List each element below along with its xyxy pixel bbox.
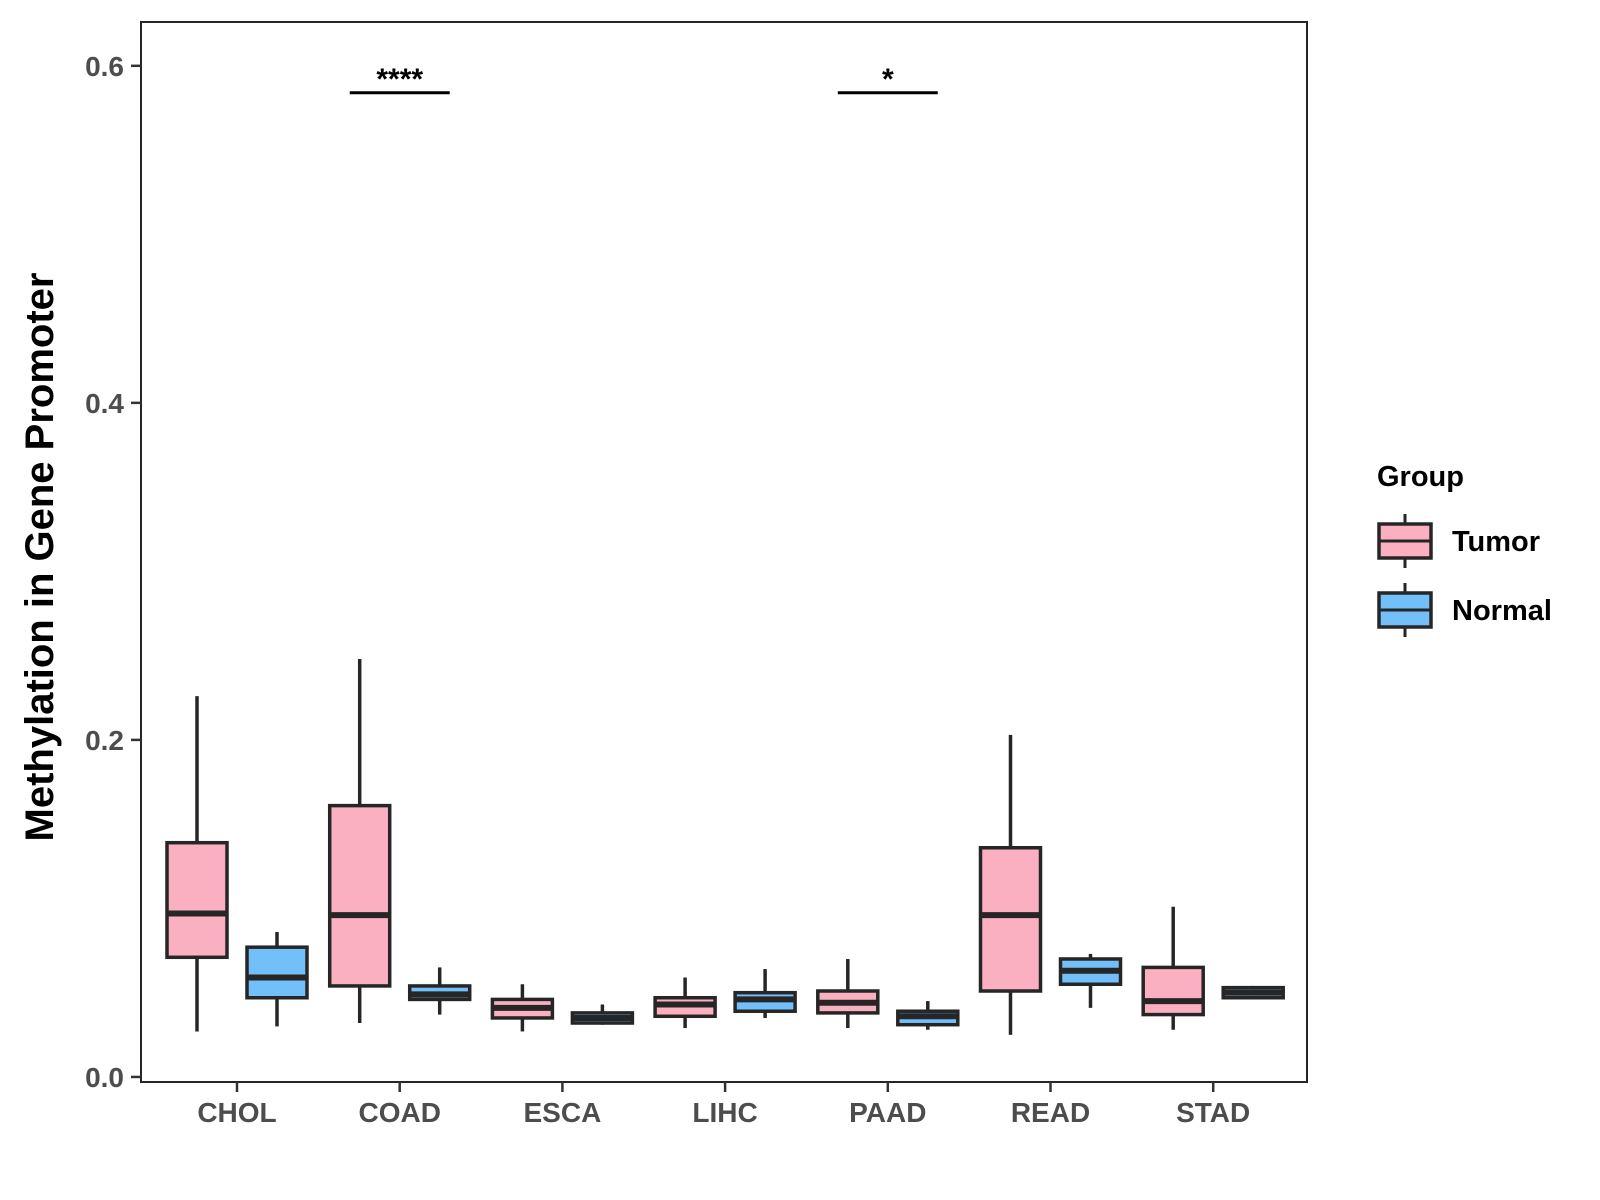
legend-label-tumor: Tumor <box>1452 526 1540 558</box>
legend-item-normal: Normal <box>1377 583 1552 637</box>
box-body-coad-tumor <box>327 803 392 988</box>
box-lihc-tumor <box>653 977 717 1029</box>
y-axis-title: Methylation in Gene Promoter <box>18 273 62 842</box>
x-tick-label-read: READ <box>1011 1097 1090 1128</box>
x-tick-label-coad: COAD <box>358 1097 440 1128</box>
box-read-tumor <box>978 734 1043 1035</box>
legend-label-normal: Normal <box>1452 595 1552 627</box>
box-lihc-normal <box>733 969 797 1018</box>
legend: Group Tumor Normal <box>1377 461 1552 637</box>
legend-item-tumor: Tumor <box>1377 514 1540 568</box>
box-chol-normal <box>245 932 309 1027</box>
x-tick-label-stad: STAD <box>1176 1097 1250 1128</box>
x-tick-label-chol: CHOL <box>197 1097 276 1128</box>
y-tick-label: 0.4 <box>85 388 124 419</box>
plot-area: **** * <box>165 63 1285 1035</box>
box-read-normal <box>1058 953 1123 1008</box>
x-tick-label-paad: PAAD <box>849 1097 926 1128</box>
x-tick-label-esca: ESCA <box>524 1097 602 1128</box>
box-esca-tumor <box>490 984 555 1032</box>
y-tick-label: 0.2 <box>85 725 124 756</box>
box-body-stad-tumor <box>1141 965 1205 1017</box>
box-coad-tumor <box>327 659 392 1024</box>
legend-title: Group <box>1377 461 1464 493</box>
box-stad-normal <box>1221 985 1285 1000</box>
box-paad-tumor <box>816 958 880 1029</box>
box-chol-tumor <box>165 696 229 1032</box>
significance-coad: **** <box>349 63 450 96</box>
axes: 0.0 0.2 0.4 0.6 CHOL COAD ESCA LIHC PAAD READ STAD <box>85 21 1308 1128</box>
box-body-chol-normal <box>245 945 309 1000</box>
significance-label: * <box>882 63 894 96</box>
significance-paad: * <box>837 63 938 96</box>
box-body-read-tumor <box>978 846 1043 993</box>
significance-label: **** <box>376 63 423 96</box>
y-tick-label: 0.0 <box>85 1062 124 1093</box>
box-esca-normal <box>570 1004 635 1025</box>
box-coad-normal <box>407 967 472 1015</box>
y-tick-label: 0.6 <box>85 51 124 82</box>
box-body-chol-tumor <box>165 840 229 960</box>
box-paad-normal <box>896 1001 960 1030</box>
x-tick-label-lihc: LIHC <box>692 1097 757 1128</box>
box-stad-tumor <box>1141 906 1205 1030</box>
